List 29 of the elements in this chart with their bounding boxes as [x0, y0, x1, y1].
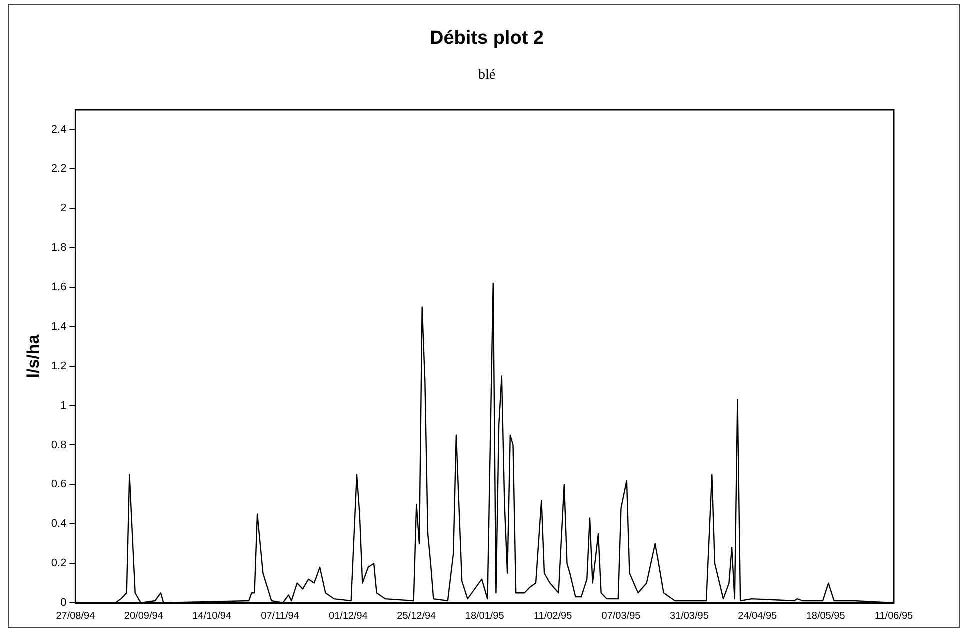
- x-tick-label: 11/06/95: [874, 610, 914, 622]
- x-tick-label: 18/05/95: [806, 610, 846, 622]
- x-tick-label: 01/12/94: [328, 610, 368, 622]
- y-tick-label: 2.2: [51, 163, 67, 176]
- y-tick-label: 0.6: [51, 478, 67, 491]
- x-tick-label: 07/11/94: [261, 610, 300, 622]
- y-tick-label: 1.4: [51, 320, 67, 333]
- x-tick-label: 20/09/94: [124, 610, 164, 622]
- x-tick-label: 14/10/94: [192, 610, 232, 622]
- x-tick-label: 18/01/95: [465, 610, 505, 622]
- chart-subtitle: blé: [477, 68, 497, 84]
- y-tick-label: 1.6: [51, 282, 67, 294]
- y-tick-label: 1: [60, 400, 67, 412]
- x-tick-label: 31/03/95: [670, 610, 710, 622]
- x-tick-label: 27/08/94: [56, 610, 96, 622]
- y-tick-label: 0.2: [51, 558, 67, 570]
- x-tick-label: 11/02/95: [534, 610, 573, 622]
- y-tick-label: 2: [60, 202, 67, 215]
- chart-title: Débits plot 2: [428, 28, 545, 50]
- y-tick-label: 1.2: [51, 360, 67, 372]
- y-tick-label: 0.4: [51, 518, 67, 530]
- y-tick-label: 0: [60, 597, 67, 610]
- x-tick-label: 25/12/94: [397, 610, 437, 622]
- y-tick-label: 0.8: [51, 439, 67, 452]
- y-tick-label: 1.8: [51, 242, 67, 254]
- x-tick-label: 24/04/95: [738, 610, 778, 622]
- y-tick-label: 2.4: [51, 124, 67, 136]
- y-axis-title: l/s/ha: [24, 334, 43, 378]
- x-tick-label: 07/03/95: [602, 610, 642, 622]
